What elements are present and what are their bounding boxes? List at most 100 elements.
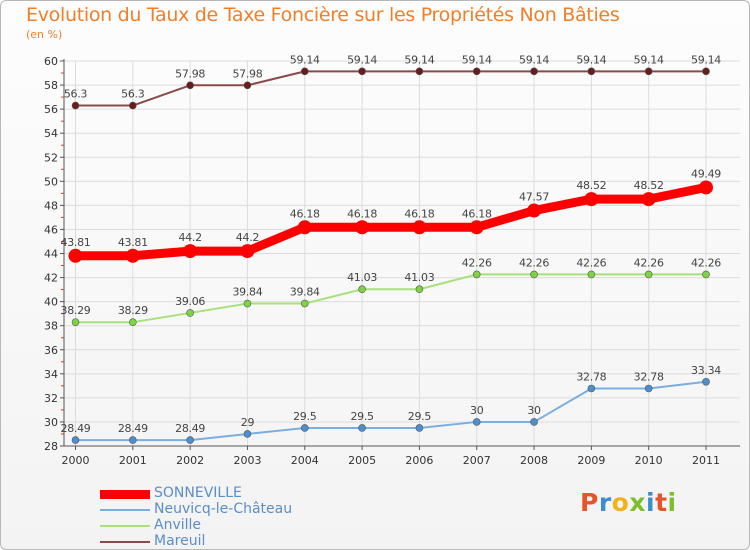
data-label: 43.81 [118, 236, 148, 249]
data-label: 42.26 [462, 256, 492, 269]
data-point [125, 248, 140, 263]
data-label: 46.18 [462, 207, 492, 220]
data-point [527, 203, 542, 218]
logo-letter: r [598, 488, 612, 517]
data-label: 33.34 [691, 364, 721, 377]
y-tick-label: 52 [44, 151, 58, 164]
data-point [358, 67, 366, 76]
y-tick-label: 34 [44, 368, 58, 381]
data-point [71, 101, 80, 110]
data-point [129, 318, 137, 326]
data-point [644, 67, 653, 76]
data-point [530, 270, 538, 279]
data-point [644, 384, 653, 393]
data-point [587, 384, 596, 393]
data-point [68, 248, 83, 263]
data-label: 46.18 [404, 207, 434, 220]
data-point [358, 424, 366, 432]
data-label: 56.3 [64, 88, 88, 101]
data-label: 28.49 [118, 422, 148, 435]
data-point [415, 424, 424, 432]
data-label: 39.84 [232, 286, 262, 299]
data-point [186, 309, 194, 317]
data-point [530, 418, 538, 426]
data-point [641, 192, 656, 207]
legend-item: Neuvicq-le-Château [100, 501, 360, 518]
y-tick-label: 50 [44, 175, 58, 188]
data-point [297, 220, 312, 235]
legend-label: Neuvicq-le-Château [154, 501, 293, 517]
y-tick-label: 28 [44, 440, 58, 453]
legend-swatch [100, 525, 150, 527]
y-tick-label: 56 [44, 103, 58, 116]
logo-letter: P [580, 488, 599, 517]
data-label: 56.3 [121, 88, 145, 101]
x-tick-label: 2011 [692, 454, 720, 467]
data-point [300, 67, 309, 76]
data-point [186, 81, 194, 90]
legend: SONNEVILLE Neuvicq-le-Château Anville Mareu… [100, 485, 360, 550]
x-tick-label: 2000 [62, 454, 90, 467]
legend-label: Mareuil [154, 533, 206, 549]
data-label: 48.52 [634, 179, 664, 192]
data-label: 30 [527, 404, 541, 417]
data-label: 29 [241, 416, 255, 429]
legend-swatch [100, 541, 150, 543]
y-tick-label: 38 [44, 320, 58, 333]
data-label: 39.06 [175, 295, 205, 308]
chart-title: Evolution du Taux de Taxe Foncière sur l… [26, 4, 620, 26]
y-tick-label: 46 [44, 223, 58, 236]
legend-item: Mareuil [100, 533, 360, 550]
data-label: 38.29 [61, 304, 91, 317]
data-point [584, 192, 599, 207]
data-label: 44.2 [236, 231, 259, 244]
logo-letter: i [667, 488, 677, 517]
data-point [240, 244, 255, 259]
data-label: 59.14 [691, 53, 721, 66]
data-label: 59.14 [290, 53, 320, 66]
legend-label: SONNEVILLE [154, 485, 242, 501]
x-tick-label: 2001 [119, 454, 147, 467]
data-label: 29.5 [350, 410, 374, 423]
data-label: 59.14 [634, 53, 664, 66]
y-axis-unit: (en %) [26, 28, 63, 41]
data-point [243, 299, 252, 308]
logo-letter: o [611, 488, 630, 517]
data-point [587, 67, 596, 76]
y-tick-label: 36 [44, 344, 58, 357]
data-label: 29.5 [293, 410, 317, 423]
data-label: 38.29 [118, 304, 148, 317]
data-label: 41.03 [404, 271, 434, 284]
data-point [702, 377, 710, 386]
data-label: 42.26 [576, 256, 606, 269]
data-point [243, 81, 252, 90]
data-point [587, 270, 596, 279]
data-label: 32.78 [634, 370, 664, 383]
data-point [469, 220, 484, 235]
data-label: 32.78 [576, 370, 606, 383]
y-tick-label: 44 [44, 248, 58, 261]
legend-swatch [100, 489, 150, 499]
data-label: 57.98 [175, 67, 205, 80]
x-tick-label: 2003 [233, 454, 261, 467]
data-label: 49.49 [691, 167, 721, 180]
series-line-anville [74, 273, 707, 324]
data-label: 43.81 [61, 236, 91, 249]
data-point [530, 67, 538, 76]
data-point [358, 285, 366, 294]
data-point [355, 220, 370, 235]
data-label: 42.26 [691, 256, 721, 269]
y-tick-label: 48 [44, 199, 58, 212]
data-label: 42.26 [634, 256, 664, 269]
data-point [243, 430, 252, 438]
x-tick-label: 2006 [405, 454, 433, 467]
data-point [699, 180, 713, 195]
y-tick-label: 42 [44, 272, 58, 285]
proxiti-logo: Proxiti [580, 488, 677, 517]
data-point [183, 244, 198, 259]
data-point [415, 285, 424, 294]
logo-letter: t [655, 488, 668, 517]
y-tick-label: 60 [44, 55, 58, 68]
data-point [300, 424, 309, 432]
